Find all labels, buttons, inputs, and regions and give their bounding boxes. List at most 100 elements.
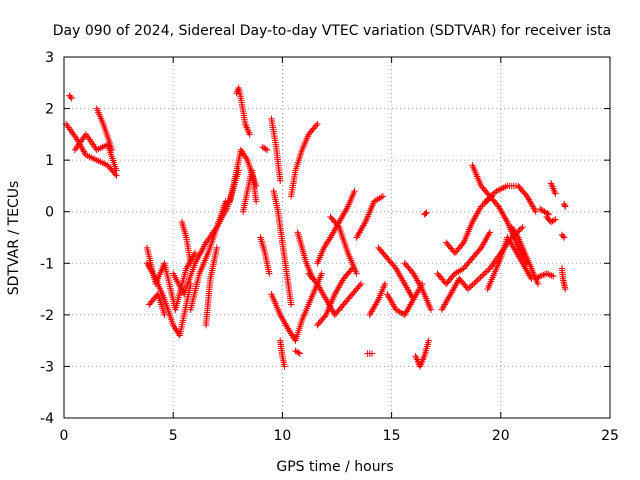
- data-point-marker: [318, 270, 325, 277]
- data-points: [62, 84, 569, 370]
- data-track: [257, 234, 273, 277]
- data-track: [270, 187, 295, 308]
- data-point-marker: [266, 270, 273, 277]
- y-tick-label: 3: [45, 50, 54, 66]
- data-point-marker: [108, 146, 116, 154]
- x-tick-label: 0: [60, 428, 69, 444]
- data-track: [71, 131, 120, 174]
- data-track: [314, 265, 356, 329]
- data-point-marker: [477, 274, 484, 281]
- data-track: [145, 291, 168, 319]
- x-tick-label: 20: [492, 428, 510, 444]
- data-point-marker: [477, 203, 485, 210]
- data-track: [558, 265, 569, 293]
- data-point-marker: [485, 195, 492, 202]
- data-point-marker: [334, 222, 342, 229]
- data-point-marker: [111, 170, 119, 178]
- data-point-marker: [486, 193, 494, 201]
- data-track: [259, 144, 271, 154]
- data-track: [560, 200, 569, 210]
- data-track: [364, 350, 376, 357]
- data-point-marker: [191, 249, 199, 257]
- data-point-marker: [482, 198, 489, 205]
- data-point-marker: [491, 189, 499, 196]
- data-point-marker: [562, 285, 569, 293]
- data-point-marker: [357, 280, 365, 288]
- data-track: [327, 213, 360, 277]
- data-point-marker: [356, 282, 363, 289]
- data-point-marker: [490, 190, 497, 198]
- data-point-marker: [552, 216, 559, 223]
- data-point-marker: [482, 269, 489, 277]
- data-point-marker: [560, 234, 568, 241]
- data-point-marker: [479, 201, 486, 209]
- data-point-marker: [486, 229, 494, 236]
- data-point-marker: [287, 301, 295, 308]
- y-tick-label: -3: [40, 359, 54, 375]
- data-track: [239, 167, 260, 215]
- data-point-marker: [469, 281, 476, 288]
- data-point-marker: [422, 210, 429, 217]
- data-point-marker: [296, 350, 304, 357]
- data-point-marker: [488, 192, 495, 199]
- data-track: [353, 193, 387, 241]
- data-point-marker: [552, 190, 559, 197]
- data-point-marker: [161, 311, 168, 319]
- data-point-marker: [471, 279, 478, 287]
- data-point-marker: [459, 240, 466, 248]
- data-track: [547, 180, 559, 197]
- data-point-marker: [483, 196, 491, 204]
- data-point-marker: [353, 270, 360, 277]
- data-track: [543, 213, 559, 226]
- data-track: [366, 280, 389, 319]
- y-tick-label: 2: [45, 102, 54, 118]
- data-track: [62, 120, 120, 179]
- data-point-marker: [379, 193, 387, 200]
- data-point-marker: [550, 272, 557, 280]
- data-point-marker: [187, 260, 194, 267]
- data-point-marker: [516, 226, 523, 234]
- data-track: [233, 84, 253, 138]
- data-track: [305, 270, 365, 319]
- data-track: [412, 337, 432, 370]
- data-point-marker: [550, 217, 558, 224]
- y-tick-label: -1: [40, 256, 54, 272]
- data-point-marker: [472, 278, 480, 285]
- data-point-marker: [517, 225, 525, 232]
- data-track: [268, 115, 284, 184]
- data-point-marker: [321, 313, 329, 320]
- data-point-marker: [262, 145, 269, 153]
- data-track: [484, 234, 535, 293]
- x-tick-label: 10: [273, 428, 291, 444]
- data-point-marker: [464, 285, 472, 293]
- x-axis-label: GPS time / hours: [276, 459, 393, 475]
- y-tick-label: -2: [40, 308, 54, 324]
- x-tick-label: 25: [601, 428, 619, 444]
- plot-frame: [63, 56, 611, 419]
- data-track: [292, 347, 304, 357]
- data-point-marker: [534, 280, 542, 288]
- data-point-marker: [478, 272, 486, 280]
- data-point-marker: [368, 350, 376, 357]
- data-point-marker: [427, 306, 435, 313]
- y-axis-label: SDTVAR / TECUs: [6, 181, 22, 296]
- axis-ticks: 0 5 10 15 20 25 -4 -3 -2 -1 0 1 2 3: [40, 50, 619, 444]
- data-track: [532, 270, 557, 282]
- data-point-marker: [252, 198, 260, 205]
- plot-border: [63, 56, 611, 419]
- x-tick-label: 5: [169, 428, 178, 444]
- data-point-marker: [480, 271, 487, 278]
- data-track: [469, 162, 531, 267]
- data-track: [202, 244, 221, 329]
- data-point-marker: [561, 202, 568, 209]
- data-point-marker: [314, 120, 321, 128]
- data-point-marker: [474, 277, 481, 284]
- data-track: [268, 270, 325, 344]
- data-track: [558, 231, 568, 241]
- data-point-marker: [351, 187, 358, 195]
- data-point-marker: [485, 266, 492, 274]
- data-point-marker: [562, 203, 569, 210]
- data-point-marker: [532, 208, 539, 215]
